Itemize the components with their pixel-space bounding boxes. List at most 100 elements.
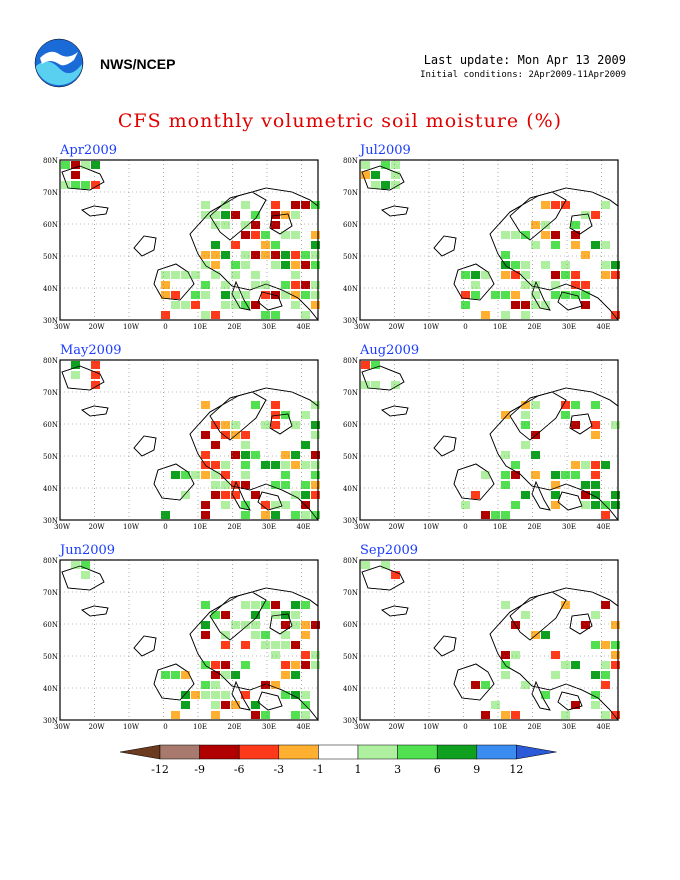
anomaly-cell [231, 301, 240, 309]
coastline-outline [557, 491, 583, 511]
anomaly-cell [301, 481, 310, 489]
lat-tick-label: 40N [343, 285, 358, 293]
anomaly-cell [221, 421, 230, 429]
coastline-outline [433, 635, 457, 657]
anomaly-cell [161, 311, 170, 319]
anomaly-cell [231, 241, 240, 249]
anomaly-cell [221, 471, 230, 479]
anomaly-cell [561, 711, 570, 719]
anomaly-cell [291, 451, 300, 459]
coastline-outline [361, 165, 405, 191]
coastline-outline [381, 605, 409, 617]
coastline-outline [361, 565, 405, 591]
anomaly-cell [221, 431, 230, 439]
anomaly-cell [501, 291, 510, 299]
anomaly-cell [311, 201, 320, 209]
anomaly-cell [561, 471, 570, 479]
coastline-outline [433, 435, 457, 457]
anomaly-cell [231, 261, 240, 269]
anomaly-cell [371, 361, 380, 369]
anomaly-cell [211, 251, 220, 259]
anomaly-cell [501, 651, 510, 659]
colorbar-label: -9 [194, 763, 205, 776]
anomaly-cell [241, 431, 250, 439]
lat-tick-label: 40N [343, 685, 358, 693]
lat-tick-label: 50N [343, 453, 358, 461]
anomaly-cell [311, 291, 320, 299]
coastline-outline [61, 565, 105, 591]
anomaly-cell [521, 231, 530, 239]
anomaly-cell [271, 421, 280, 429]
anomaly-cell [251, 621, 260, 629]
anomaly-cell [181, 691, 190, 699]
anomaly-cell [271, 221, 280, 229]
anomaly-cell [201, 451, 210, 459]
anomaly-cell [271, 501, 280, 509]
lon-tick-label: 30E [262, 723, 276, 731]
lon-tick-label: 0 [463, 523, 467, 531]
lon-tick-label: 20W [88, 723, 105, 731]
anomaly-cell [571, 281, 580, 289]
coastline-outline [509, 591, 567, 641]
anomaly-cell [201, 401, 210, 409]
anomaly-cell [611, 311, 620, 319]
lon-tick-label: 20E [527, 723, 541, 731]
lat-tick-label: 50N [43, 653, 58, 661]
coastline-outline [557, 691, 583, 711]
coastline [133, 235, 157, 257]
lon-tick-label: 20W [88, 323, 105, 331]
anomaly-cell [591, 671, 600, 679]
lon-tick-label: 10W [123, 723, 140, 731]
lon-tick-label: 20W [88, 523, 105, 531]
anomaly-cell [571, 231, 580, 239]
coastline-outline [509, 191, 567, 241]
anomaly-cell [611, 421, 620, 429]
anomaly-cell [271, 461, 280, 469]
anomaly-cell [581, 461, 590, 469]
anomaly-cell [511, 291, 520, 299]
colorbar-segment [318, 744, 359, 760]
colorbar-label: -3 [273, 763, 284, 776]
anomaly-cell [231, 271, 240, 279]
anomaly-cell [461, 301, 470, 309]
lon-tick-label: 30W [54, 523, 71, 531]
lon-tick-label: 40E [596, 323, 610, 331]
anomaly-cell [581, 281, 590, 289]
anomaly-cell [231, 491, 240, 499]
anomaly-cell [591, 401, 600, 409]
coastline [133, 435, 157, 457]
anomaly-cell [571, 421, 580, 429]
coastline-outline [133, 635, 157, 657]
anomaly-cell [361, 171, 370, 179]
anomaly-cell [221, 671, 230, 679]
anomaly-cell [601, 511, 610, 519]
lon-tick-label: 10W [123, 523, 140, 531]
anomaly-cell [251, 211, 260, 219]
anomaly-cell [521, 301, 530, 309]
anomaly-cell [291, 291, 300, 299]
panel-frame [59, 559, 319, 721]
anomaly-cell [211, 711, 220, 719]
anomaly-cell [241, 621, 250, 629]
anomaly-cell [561, 271, 570, 279]
anomaly-cell [201, 621, 210, 629]
lat-tick-label: 60N [343, 421, 358, 429]
anomaly-cell [391, 171, 400, 179]
anomaly-cell [561, 201, 570, 209]
anomaly-cell [281, 611, 290, 619]
anomaly-cell [91, 161, 100, 169]
lon-tick-label: 10W [423, 323, 440, 331]
anomaly-cell [271, 261, 280, 269]
anomaly-cell [251, 301, 260, 309]
anomaly-cell [561, 661, 570, 669]
anomaly-cell [221, 251, 230, 259]
anomaly-cell [211, 481, 220, 489]
anomaly-cell [261, 241, 270, 249]
anomaly-cell [511, 231, 520, 239]
lon-tick-label: 30W [54, 723, 71, 731]
anomaly-cell [211, 661, 220, 669]
anomaly-cell [201, 511, 210, 519]
anomaly-cell [291, 491, 300, 499]
anomaly-cell [261, 291, 270, 299]
